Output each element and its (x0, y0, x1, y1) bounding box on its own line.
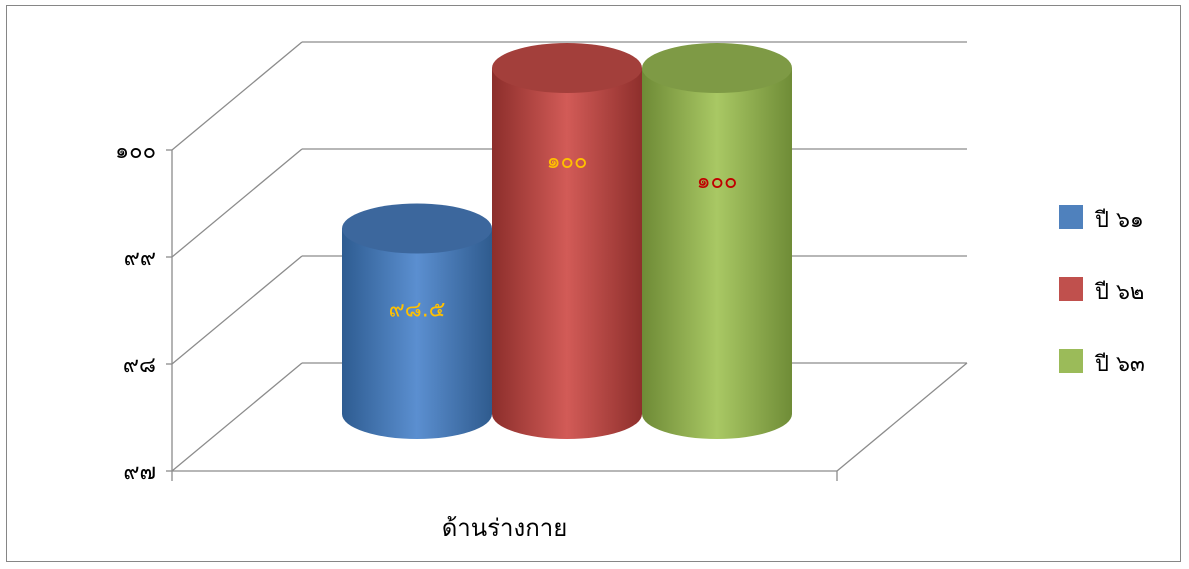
floor-right-edge (836, 362, 968, 472)
y-tick-label: ๙๗ (123, 460, 156, 485)
legend-swatch (1059, 277, 1083, 301)
bar-3 (642, 43, 792, 439)
bar-1 (342, 203, 492, 439)
y-tick-label: ๑๐๐ (115, 139, 156, 164)
gridline-side (171, 255, 303, 365)
data-label: ๙๘.๕ (389, 298, 446, 323)
gridline-side (171, 41, 303, 151)
bar-2 (492, 43, 642, 439)
data-label: ๑๐๐ (697, 169, 738, 194)
legend: ปี ๖๑ปี ๖๒ปี ๖๓ (1059, 205, 1145, 377)
y-tick-label: ๙๙ (124, 246, 156, 271)
data-label: ๑๐๐ (547, 149, 588, 174)
legend-label: ปี ๖๓ (1094, 352, 1145, 377)
legend-swatch (1059, 205, 1083, 229)
bar-top (492, 43, 642, 93)
bar-top (342, 203, 492, 254)
bar-body (642, 68, 792, 439)
bar-body (342, 228, 492, 439)
y-tick-label: ๙๘ (123, 353, 156, 378)
bar-top (642, 43, 792, 93)
x-category-label: ด้านร่างกาย (442, 514, 568, 542)
bar-body (492, 68, 642, 439)
chart-frame: ๙๗ ๙๘ ๙๙ ๑๐๐ ด้านร่างกาย ๙๘.๕ ๑๐๐ ๑๐๐ ปี ๖๑ ปี … (6, 5, 1181, 562)
bars-layer (342, 43, 792, 439)
legend-label: ปี ๖๑ (1094, 208, 1144, 233)
gridline-side (171, 362, 303, 472)
legend-swatch (1059, 349, 1083, 373)
gridline-side (171, 148, 303, 258)
legend-label: ปี ๖๒ (1094, 280, 1145, 305)
